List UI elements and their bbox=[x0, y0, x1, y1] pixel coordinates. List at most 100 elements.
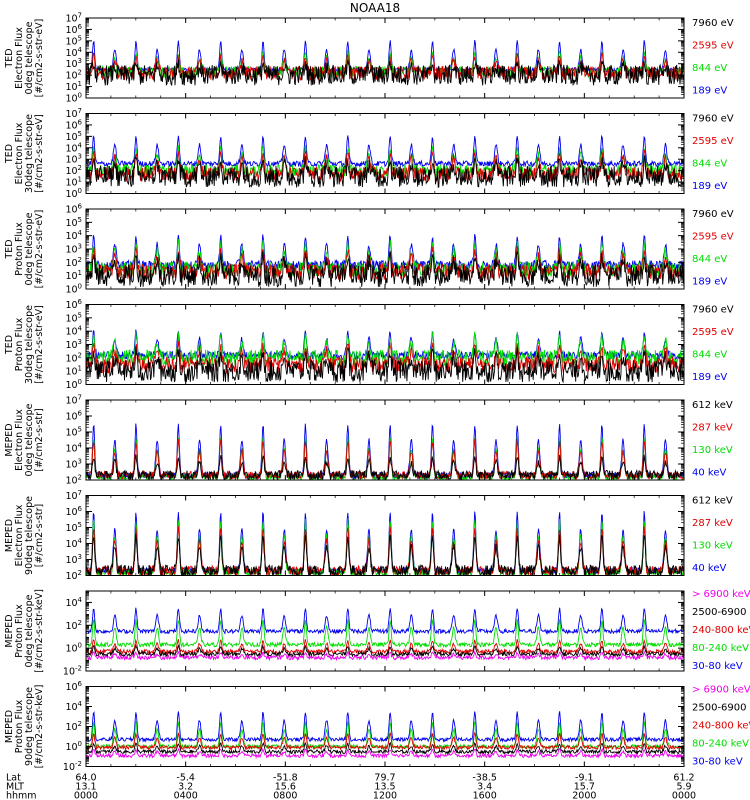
x-tick-mlt: 13.5 bbox=[374, 782, 395, 793]
x-tick-lat: -51.8 bbox=[273, 773, 298, 784]
series-2500-6900 bbox=[86, 741, 684, 756]
y-axis-label: 0deg telescope bbox=[24, 21, 35, 94]
traces bbox=[86, 329, 684, 384]
y-axis-label: MEPED bbox=[4, 710, 15, 743]
y-axis-label: 0deg telescope bbox=[24, 212, 35, 285]
y-axis-label: Proton Flux bbox=[14, 222, 25, 276]
legend-entry: 2595 eV bbox=[692, 41, 734, 52]
series-2500-6900 bbox=[86, 643, 684, 658]
y-axis-label: 30deg telescope bbox=[24, 305, 35, 384]
traces bbox=[86, 134, 684, 188]
series-7960-ev bbox=[86, 155, 684, 188]
legend-entry: 7960 eV bbox=[692, 18, 734, 29]
series-7960-ev bbox=[86, 59, 684, 87]
x-tick-mlt: 15.6 bbox=[275, 782, 296, 793]
y-axis-label: TED bbox=[4, 335, 15, 355]
legend-entry: 30-80 keV bbox=[692, 757, 743, 768]
y-axis-label: [#/cm2-s-str-keV] bbox=[34, 685, 45, 769]
series-30-80-kev bbox=[86, 607, 684, 635]
y-tick-label: 102 bbox=[65, 569, 82, 582]
figure-title: NOAA18 bbox=[350, 1, 400, 15]
y-axis-label: Proton Flux bbox=[14, 604, 25, 658]
y-tick-label: 103 bbox=[65, 243, 82, 256]
panel-7: 10-2 100 102 104 MEPED Proton Flux 0deg telesc… bbox=[4, 589, 750, 678]
y-tick-label: 102 bbox=[65, 474, 82, 487]
series-189-ev bbox=[86, 134, 684, 169]
y-tick-label: 106 bbox=[65, 505, 82, 518]
x-tick-mlt: 13.1 bbox=[75, 782, 96, 793]
x-tick-mlt: 3.4 bbox=[477, 782, 492, 793]
traces bbox=[86, 511, 684, 576]
legend-entry: 2595 eV bbox=[692, 232, 734, 243]
legend-entry: 612 keV bbox=[692, 400, 733, 411]
legend-entry: 2500-6900 bbox=[692, 703, 747, 714]
y-tick-label: 103 bbox=[65, 553, 82, 566]
legend-entry: 189 eV bbox=[692, 277, 727, 288]
legend-entry: 130 keV bbox=[692, 541, 733, 552]
legend-entry: > 6900 keV bbox=[692, 685, 750, 696]
legend-entry: 2595 eV bbox=[692, 327, 734, 338]
y-axis-label: 90deg telescope bbox=[24, 496, 35, 575]
traces bbox=[86, 423, 684, 480]
y-tick-label: 104 bbox=[65, 229, 82, 242]
legend-entry: 612 keV bbox=[692, 496, 733, 507]
legend-entry: 240-800 keV bbox=[692, 721, 750, 732]
x-row-label: hhmm bbox=[6, 791, 37, 800]
series-240-800-kev bbox=[86, 638, 684, 656]
y-tick-label: 103 bbox=[65, 458, 82, 471]
y-tick-label: 107 bbox=[65, 394, 82, 407]
series-30-80-kev bbox=[86, 710, 684, 744]
traces bbox=[86, 234, 684, 288]
y-axis-label: MEPED bbox=[4, 614, 15, 647]
y-axis-label: Proton Flux bbox=[14, 699, 25, 753]
y-tick-label: 107 bbox=[65, 489, 82, 502]
series--6900-kev bbox=[86, 650, 684, 662]
y-tick-label: 102 bbox=[65, 351, 82, 364]
y-axis-label: Proton Flux bbox=[14, 317, 25, 371]
series-80-240-kev bbox=[86, 721, 684, 750]
legend-entry: 189 eV bbox=[692, 372, 727, 383]
x-tick-hhmm: 0000 bbox=[672, 791, 696, 800]
x-tick-hhmm: 2000 bbox=[572, 791, 596, 800]
x-tick-lat: -9.1 bbox=[575, 773, 594, 784]
legend-entry: 7960 eV bbox=[692, 209, 734, 220]
x-tick-lat: -5.4 bbox=[176, 773, 195, 784]
series-7960-ev bbox=[86, 251, 684, 288]
y-tick-label: 102 bbox=[65, 619, 82, 632]
y-axis-label: TED bbox=[4, 48, 15, 68]
x-tick-hhmm: 1600 bbox=[473, 791, 497, 800]
y-axis-label: Electron Flux bbox=[14, 122, 25, 184]
x-tick-lat: -38.5 bbox=[472, 773, 497, 784]
traces bbox=[86, 40, 684, 87]
y-tick-label: 100 bbox=[65, 283, 82, 296]
x-axis-labels: LatMLThhmm201364.013.10000Jul 15-5.43.20… bbox=[6, 773, 697, 800]
series-80-240-kev bbox=[86, 618, 684, 649]
legend-entry: 40 keV bbox=[692, 468, 726, 479]
y-axis-label: TED bbox=[4, 144, 15, 164]
legend-entry: 2500-6900 bbox=[692, 607, 747, 618]
series-7960-ev bbox=[86, 346, 684, 384]
legend-entry: 2595 eV bbox=[692, 136, 734, 147]
y-tick-label: 106 bbox=[65, 680, 82, 693]
x-tick-mlt: 3.2 bbox=[178, 782, 193, 793]
y-tick-label: 100 bbox=[65, 378, 82, 391]
traces bbox=[86, 710, 684, 760]
legend-entry: 7960 eV bbox=[692, 114, 734, 125]
y-tick-label: 100 bbox=[65, 740, 82, 753]
legend-entry: 80-240 keV bbox=[692, 643, 749, 654]
plot-frame bbox=[85, 399, 685, 481]
y-tick-label: 101 bbox=[65, 269, 82, 282]
y-tick-label: 10-2 bbox=[63, 760, 82, 773]
x-row-label: Lat bbox=[6, 773, 21, 784]
y-tick-label: 105 bbox=[65, 521, 82, 534]
y-axis-label: [#/cm2-s-str-eV] bbox=[34, 305, 45, 384]
legend-entry: 30-80 keV bbox=[692, 661, 743, 672]
y-tick-label: 100 bbox=[65, 642, 82, 655]
legend-entry: 7960 eV bbox=[692, 305, 734, 316]
series-240-800-kev bbox=[86, 731, 684, 751]
y-tick-label: 104 bbox=[65, 325, 82, 338]
y-axis-label: MEPED bbox=[4, 423, 15, 456]
